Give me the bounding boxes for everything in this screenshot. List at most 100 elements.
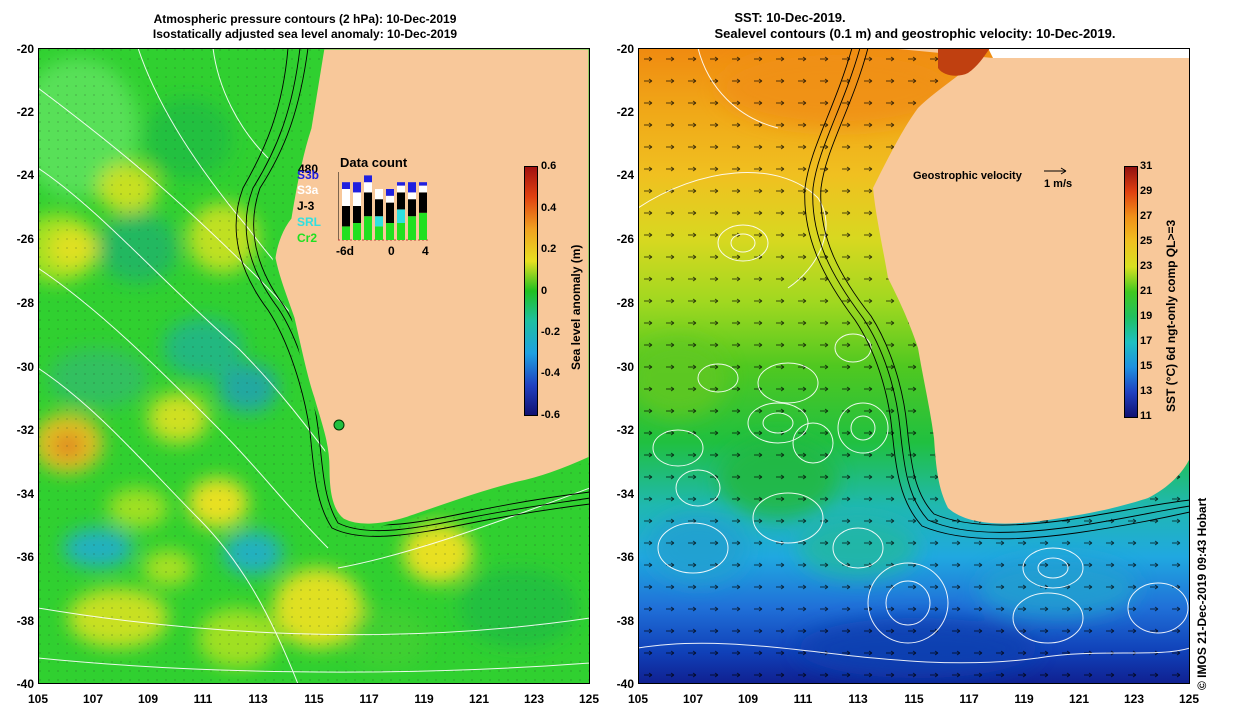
data-count-bar-segment xyxy=(342,226,350,240)
sst-tick: 23 xyxy=(1140,260,1153,272)
data-count-bar-segment xyxy=(386,189,394,196)
left-ytick: -26 xyxy=(16,232,34,246)
right-xtick: 113 xyxy=(848,692,868,706)
data-count-bar-segment xyxy=(419,212,427,240)
sst-tick: 11 xyxy=(1140,410,1152,422)
right-ytick: -26 xyxy=(616,232,634,246)
data-count-bar-segment xyxy=(408,199,416,217)
data-count-bar-segment xyxy=(342,182,350,189)
sst-tick: 29 xyxy=(1140,185,1153,197)
data-count-max: 480 xyxy=(298,162,319,176)
sst-tick: 17 xyxy=(1140,335,1153,347)
left-ytick: -20 xyxy=(16,42,34,56)
right-ytick: -36 xyxy=(616,550,634,564)
sla-tick: 0.2 xyxy=(541,243,557,255)
right-xtick: 123 xyxy=(1123,692,1145,706)
legend-j3: J-3 xyxy=(297,199,315,213)
sst-tick: 31 xyxy=(1140,160,1153,172)
data-count-bar-segment xyxy=(408,216,416,240)
data-count-xtick: 0 xyxy=(388,244,395,258)
left-ytick: -36 xyxy=(16,550,34,564)
right-ytick: -38 xyxy=(616,614,634,628)
left-title-line1: Atmospheric pressure contours (2 hPa): 1… xyxy=(153,12,457,26)
data-count-bar-segment xyxy=(364,175,372,183)
left-ytick: -30 xyxy=(16,360,34,374)
sst-tick: 27 xyxy=(1140,210,1153,222)
data-count-xtick: 4 xyxy=(422,244,429,258)
sst-tick: 21 xyxy=(1140,285,1153,297)
legend-cr2: Cr2 xyxy=(297,231,318,245)
right-ytick: -24 xyxy=(616,168,634,182)
data-count-bar-segment xyxy=(419,192,427,213)
velocity-legend-arrow-icon xyxy=(1044,167,1067,175)
sst-tick: 19 xyxy=(1140,310,1153,322)
data-count-bar-segment xyxy=(397,182,405,186)
sst-colorbar xyxy=(1124,166,1138,418)
sst-colorbar-label: SST (°C) 6d ngt-only comp QL>=3 xyxy=(1164,219,1178,412)
sla-colorbar-label: Sea level anomaly (m) xyxy=(569,244,583,370)
left-xtick: 113 xyxy=(248,692,268,706)
right-ytick: -32 xyxy=(616,423,634,437)
data-count-bar-segment xyxy=(342,206,350,227)
data-count-title: Data count xyxy=(340,155,408,170)
land-mass xyxy=(272,48,590,527)
velocity-legend-label: Geostrophic velocity xyxy=(913,170,1022,182)
right-ytick: -34 xyxy=(616,487,634,501)
right-xtick: 105 xyxy=(627,692,649,706)
data-count-bar-segment xyxy=(353,206,361,223)
right-xtick: 121 xyxy=(1068,692,1090,706)
left-xtick: 111 xyxy=(193,692,213,706)
sst-tick: 13 xyxy=(1140,385,1153,397)
left-ytick: -22 xyxy=(16,105,34,119)
left-xtick: 119 xyxy=(414,692,434,706)
sla-tick: -0.6 xyxy=(541,409,560,421)
data-count-xtick: -6d xyxy=(336,244,354,258)
data-count-bar-segment xyxy=(375,189,383,200)
data-count-bar-segment xyxy=(408,182,416,193)
land-mass xyxy=(873,48,1190,524)
left-ytick: -34 xyxy=(16,487,34,501)
sst-tick: 25 xyxy=(1140,235,1153,247)
data-count-bar-segment xyxy=(386,223,394,240)
data-count-bar-segment xyxy=(353,182,361,193)
right-xtick: 119 xyxy=(1014,692,1034,706)
sla-colorbar xyxy=(524,166,538,416)
right-xtick: 111 xyxy=(793,692,813,706)
data-count-bars xyxy=(338,172,428,241)
sla-tick: 0.4 xyxy=(541,202,557,214)
sst-tick: 15 xyxy=(1140,360,1153,372)
data-count-bar-segment xyxy=(364,192,372,217)
data-count-bar-segment xyxy=(397,223,405,240)
right-ytick: -28 xyxy=(616,296,634,310)
data-count-bar-segment xyxy=(386,202,394,223)
right-ytick: -20 xyxy=(616,42,634,56)
right-ytick: -22 xyxy=(616,105,634,119)
left-ytick: -32 xyxy=(16,423,34,437)
sla-tick: -0.4 xyxy=(541,367,560,379)
legend-s3a: S3a xyxy=(297,183,319,197)
right-title-line2: Sealevel contours (0.1 m) and geostrophi… xyxy=(714,26,1116,41)
left-xtick: 123 xyxy=(523,692,545,706)
data-count-bar-segment xyxy=(342,189,350,206)
data-count-bar-segment xyxy=(375,216,383,227)
data-count-bar-segment xyxy=(408,192,416,200)
left-ytick: -40 xyxy=(16,677,34,691)
right-xtick: 109 xyxy=(737,692,759,706)
right-xtick: 125 xyxy=(1178,692,1200,706)
sla-tick: -0.2 xyxy=(541,326,560,338)
right-xtick: 115 xyxy=(904,692,924,706)
data-count-bar-segment xyxy=(419,185,427,193)
left-xtick: 107 xyxy=(82,692,104,706)
data-count-bar-segment xyxy=(386,195,394,203)
legend-s3b: S3b xyxy=(297,168,320,182)
data-count-bar-segment xyxy=(353,223,361,240)
velocity-legend-unit: 1 m/s xyxy=(1044,178,1073,190)
credit-text: © IMOS 21-Dec-2019 09:43 Hobart xyxy=(1195,497,1209,690)
left-xtick: 109 xyxy=(137,692,159,706)
left-xtick: 121 xyxy=(468,692,490,706)
right-xtick: 107 xyxy=(682,692,704,706)
right-xtick: 117 xyxy=(959,692,979,706)
sla-tick: 0.6 xyxy=(541,160,557,172)
data-count-bar-segment xyxy=(353,192,361,206)
right-ytick: -40 xyxy=(616,677,634,691)
